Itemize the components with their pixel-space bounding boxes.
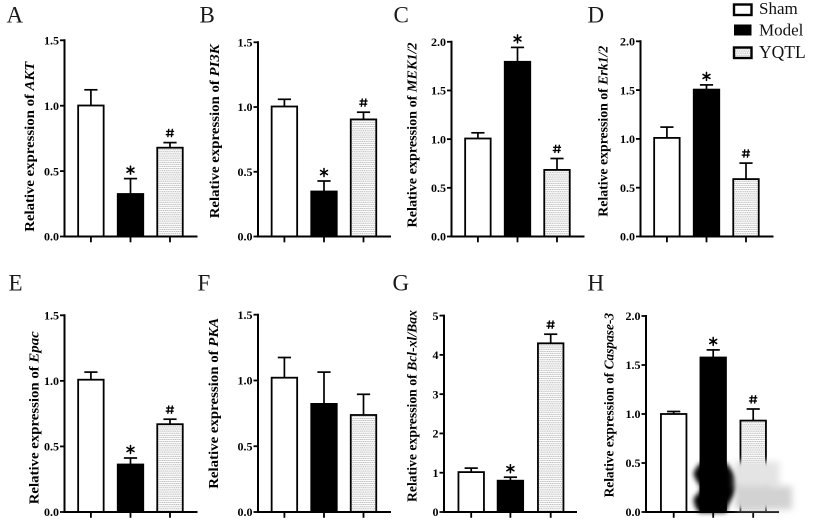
svg-text:YQTL: YQTL: [759, 42, 806, 62]
svg-text:0.0: 0.0: [620, 230, 635, 244]
svg-text:2.0: 2.0: [620, 35, 635, 49]
svg-text:4: 4: [433, 348, 439, 362]
svg-text:Relative expression of Epac: Relative expression of Epac: [26, 331, 41, 504]
svg-text:1.0: 1.0: [44, 99, 59, 113]
svg-text:1.5: 1.5: [238, 36, 253, 50]
svg-text:A: A: [7, 3, 24, 28]
svg-text:1.0: 1.0: [44, 374, 59, 388]
svg-text:0.0: 0.0: [44, 505, 59, 519]
svg-text:0.5: 0.5: [620, 181, 635, 195]
svg-text:1.5: 1.5: [238, 308, 253, 322]
svg-text:2: 2: [433, 427, 439, 441]
svg-text:Relative expression of MEK1/2: Relative expression of MEK1/2: [405, 42, 420, 227]
svg-text:1.0: 1.0: [620, 132, 635, 146]
svg-text:Relative expression of Caspase: Relative expression of Caspase-3: [602, 313, 617, 498]
svg-text:5: 5: [433, 309, 439, 323]
svg-text:1.0: 1.0: [626, 407, 641, 421]
svg-text:1.0: 1.0: [238, 100, 253, 114]
svg-text:C: C: [394, 3, 409, 28]
svg-text:Relative expression of AKT: Relative expression of AKT: [22, 61, 37, 232]
svg-text:Model: Model: [759, 21, 804, 40]
svg-text:0.5: 0.5: [238, 165, 253, 179]
svg-text:E: E: [9, 271, 23, 296]
svg-text:1.5: 1.5: [626, 358, 641, 372]
svg-text:Relative expression of Erk1/2: Relative expression of Erk1/2: [596, 45, 611, 216]
svg-text:B: B: [200, 3, 215, 28]
svg-text:Sham: Sham: [759, 0, 798, 18]
svg-text:0.5: 0.5: [44, 164, 59, 178]
svg-text:Relative expression of PI3K: Relative expression of PI3K: [207, 43, 222, 218]
svg-text:0.5: 0.5: [44, 440, 59, 454]
svg-text:1.0: 1.0: [238, 374, 253, 388]
svg-text:1.5: 1.5: [44, 34, 59, 48]
svg-text:D: D: [588, 3, 605, 28]
svg-text:0.0: 0.0: [238, 505, 253, 519]
svg-text:1.5: 1.5: [431, 84, 446, 98]
svg-text:0.0: 0.0: [626, 505, 641, 519]
svg-text:2.0: 2.0: [626, 309, 641, 323]
svg-text:0.5: 0.5: [626, 456, 641, 470]
svg-text:2.0: 2.0: [431, 35, 446, 49]
svg-text:1: 1: [433, 466, 439, 480]
svg-text:0.0: 0.0: [431, 230, 446, 244]
svg-text:H: H: [588, 271, 605, 296]
svg-text:Relative expression of Bcl-xl/: Relative expression of Bcl-xl/Bax: [404, 310, 419, 502]
svg-text:F: F: [198, 271, 211, 296]
svg-text:1.5: 1.5: [44, 309, 59, 323]
svg-text:G: G: [393, 271, 410, 296]
svg-text:0: 0: [433, 505, 439, 519]
svg-text:1.5: 1.5: [620, 83, 635, 97]
svg-text:0.0: 0.0: [238, 230, 253, 244]
svg-text:0.5: 0.5: [431, 181, 446, 195]
svg-text:1.0: 1.0: [431, 132, 446, 146]
svg-text:Relative expression of PKA: Relative expression of PKA: [206, 318, 221, 489]
svg-text:0.0: 0.0: [44, 230, 59, 244]
svg-text:3: 3: [433, 387, 439, 401]
svg-text:0.5: 0.5: [238, 439, 253, 453]
